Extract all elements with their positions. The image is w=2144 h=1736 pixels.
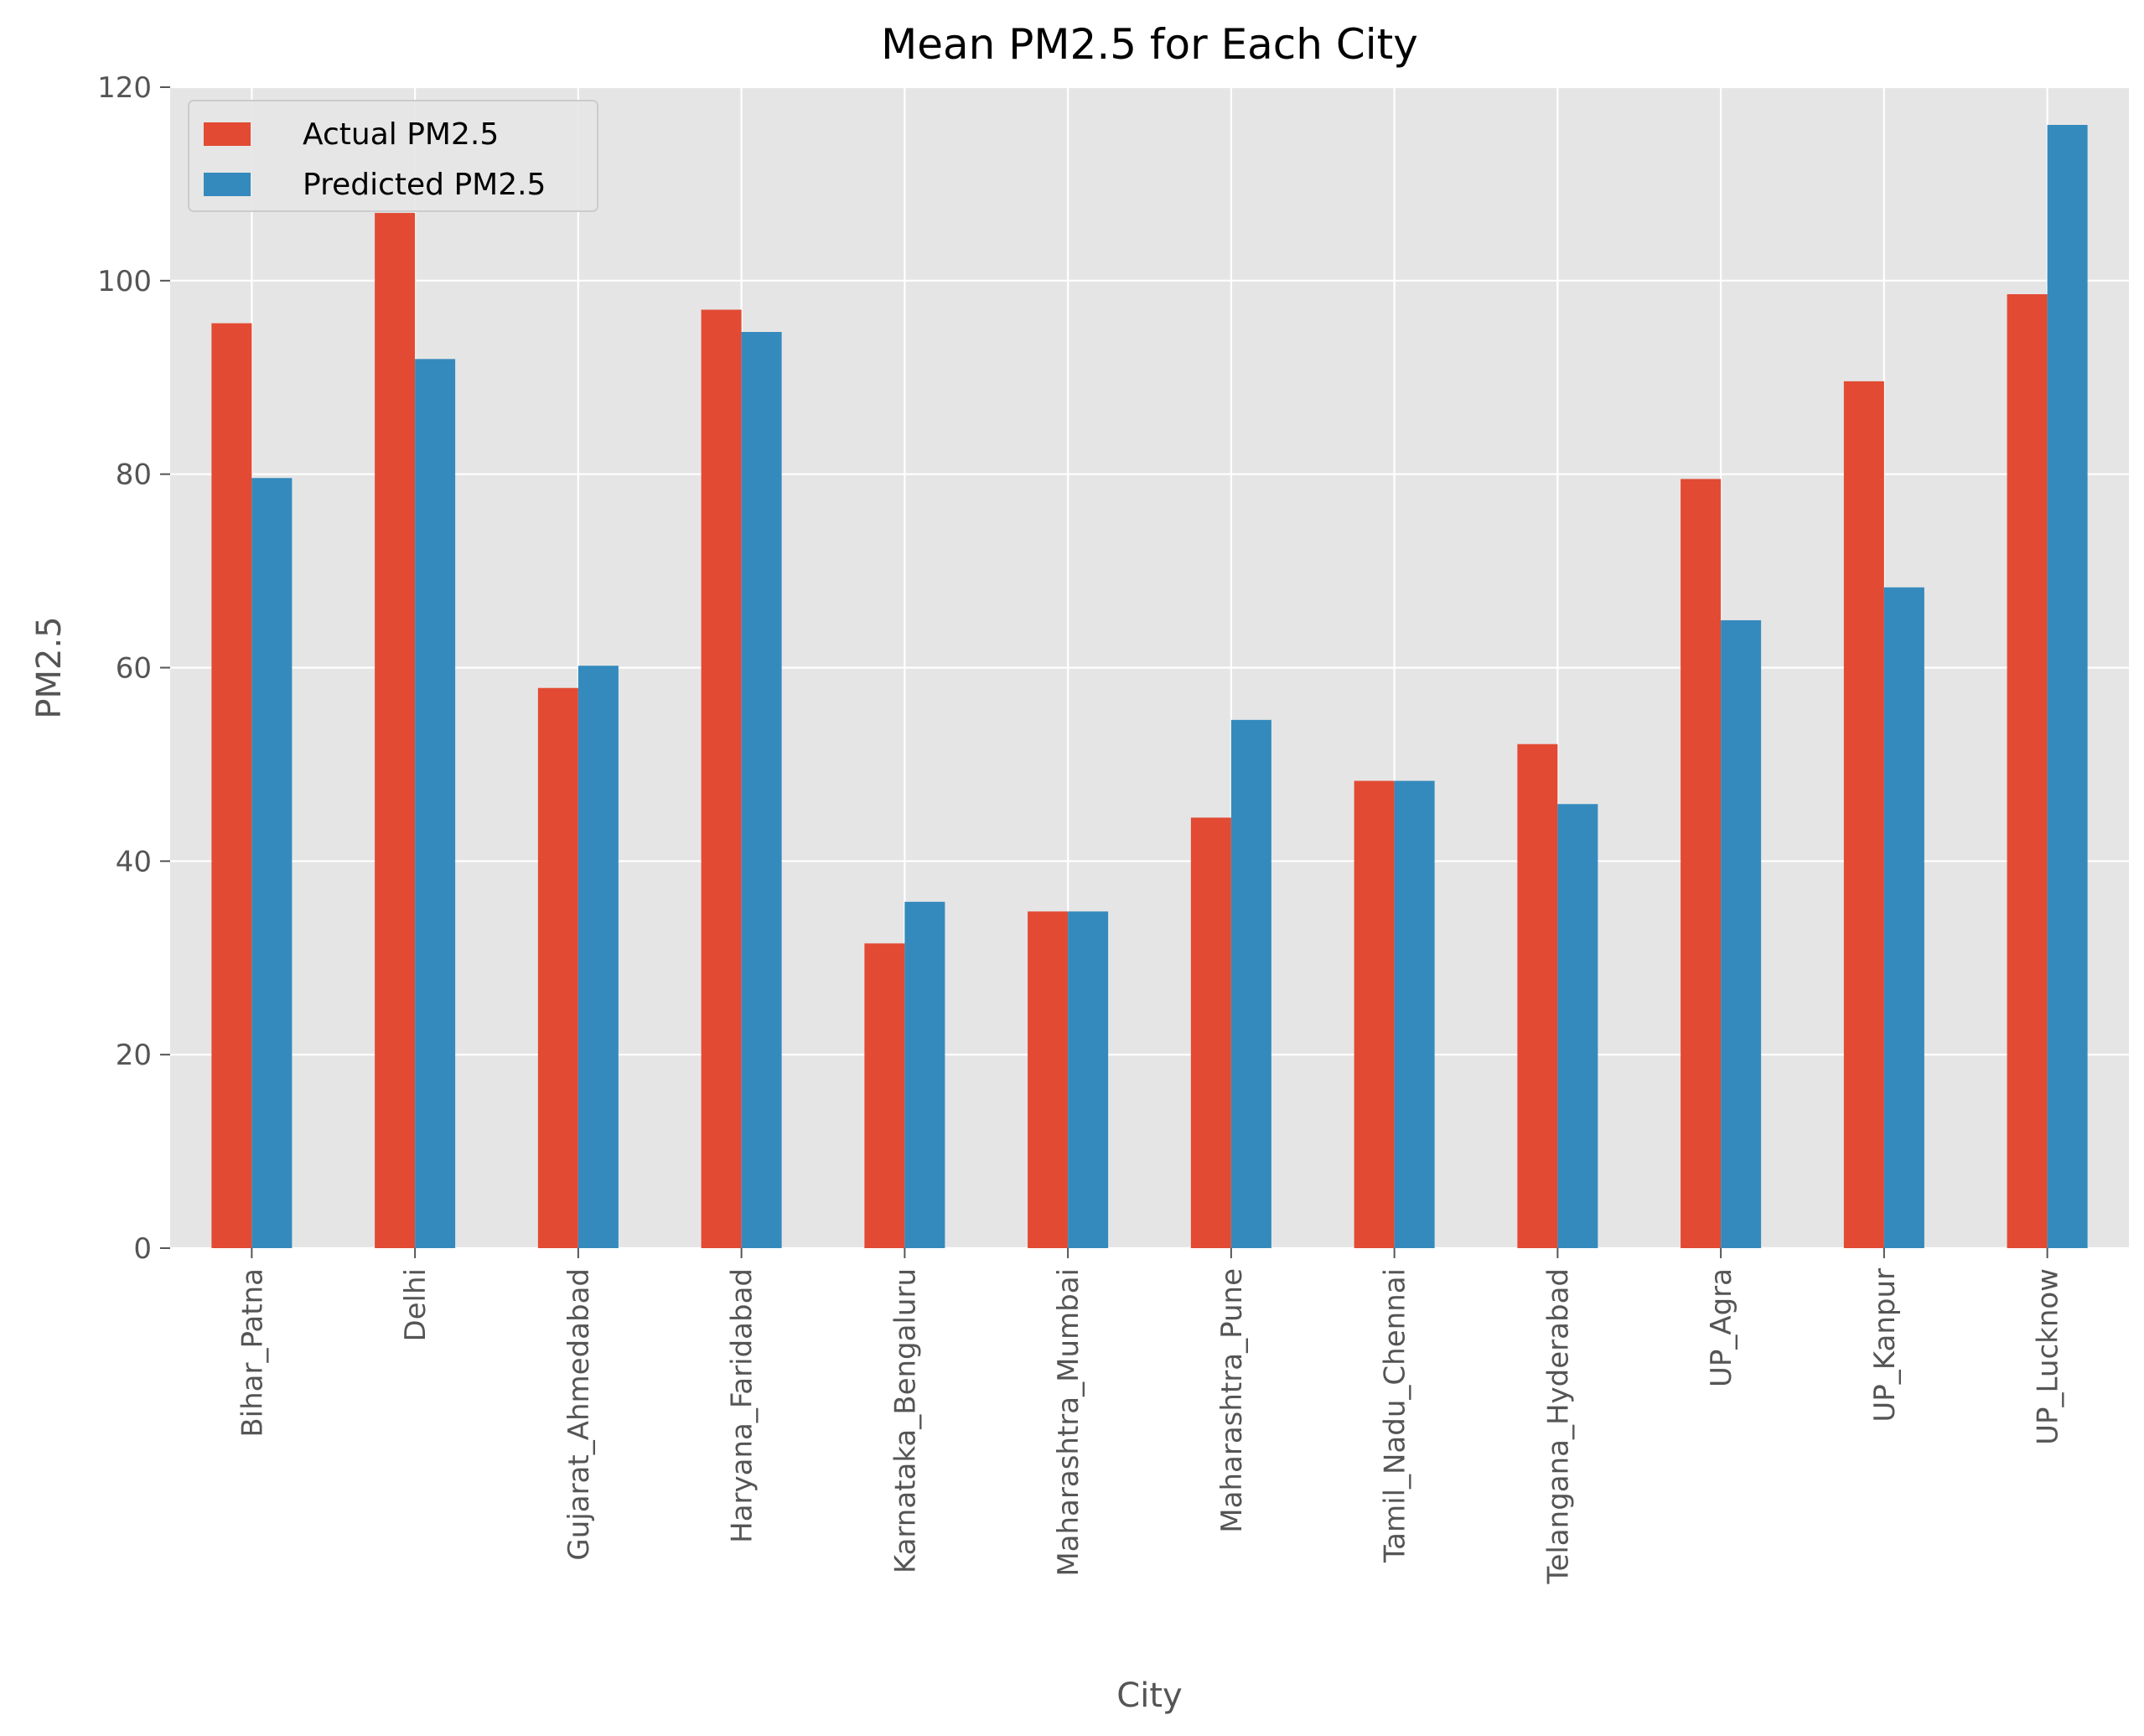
bar-predicted-gujarat-ahmedabad bbox=[577, 666, 619, 1248]
bar-predicted-maharashtra-mumbai bbox=[1068, 911, 1109, 1248]
x-axis-label: City bbox=[1116, 1676, 1182, 1715]
bar-predicted-karnataka-bengaluru bbox=[904, 901, 945, 1248]
x-tick-label: UP_Lucknow bbox=[2032, 1268, 2065, 1445]
bar-predicted-telangana-hyderabad bbox=[1557, 804, 1598, 1248]
bar-predicted-bihar-patna bbox=[251, 478, 293, 1248]
y-axis-ticks: 0 20 40 60 80 100 120 bbox=[97, 71, 170, 1266]
bar-actual-tamil-nadu-chennai bbox=[1354, 780, 1395, 1248]
y-axis-label: PM2.5 bbox=[30, 616, 69, 718]
x-tick-label: UP_Kanpur bbox=[1868, 1268, 1902, 1422]
bar-actual-up-kanpur bbox=[1843, 381, 1884, 1248]
bar-actual-telangana-hyderabad bbox=[1517, 744, 1558, 1248]
x-axis-ticks: Bihar_Patna Delhi Gujarat_Ahmedabad Haryana… bbox=[236, 1248, 2065, 1585]
legend-swatch bbox=[204, 122, 251, 146]
bar-actual-bihar-patna bbox=[211, 323, 252, 1248]
x-tick-label: Haryana_Faridabad bbox=[726, 1268, 759, 1543]
bar-predicted-up-agra bbox=[1721, 619, 1762, 1248]
legend: Actual PM2.5 Predicted PM2.5 bbox=[188, 100, 598, 212]
bar-actual-up-agra bbox=[1681, 479, 1722, 1248]
x-tick-label: UP_Agra bbox=[1705, 1268, 1738, 1387]
x-tick-label: Gujarat_Ahmedabad bbox=[562, 1268, 596, 1561]
y-tick-label: 60 bbox=[116, 652, 152, 686]
x-tick-label: Karnataka_Bengaluru bbox=[888, 1268, 922, 1573]
bar-actual-maharashtra-pune bbox=[1190, 817, 1231, 1248]
legend-box bbox=[188, 100, 598, 212]
legend-label: Predicted PM2.5 bbox=[303, 168, 546, 202]
bar-predicted-tamil-nadu-chennai bbox=[1394, 780, 1435, 1248]
bars bbox=[211, 125, 2088, 1249]
y-tick-label: 100 bbox=[97, 265, 152, 298]
bar-actual-gujarat-ahmedabad bbox=[537, 687, 578, 1248]
bar-predicted-delhi bbox=[415, 359, 456, 1249]
bar-actual-maharashtra-mumbai bbox=[1028, 911, 1069, 1248]
y-tick-label: 120 bbox=[97, 71, 152, 105]
chart-title: Mean PM2.5 for Each City bbox=[881, 20, 1418, 69]
y-tick-label: 0 bbox=[133, 1232, 152, 1266]
x-tick-label: Tamil_Nadu_Chennai bbox=[1379, 1268, 1412, 1563]
x-tick-label: Delhi bbox=[399, 1268, 432, 1342]
legend-swatch bbox=[204, 173, 251, 196]
bar-predicted-up-kanpur bbox=[1883, 587, 1924, 1248]
bar-actual-haryana-faridabad bbox=[701, 309, 742, 1248]
legend-label: Actual PM2.5 bbox=[303, 117, 499, 152]
x-tick-label: Maharashtra_Mumbai bbox=[1052, 1268, 1085, 1577]
x-tick-label: Bihar_Patna bbox=[236, 1268, 269, 1438]
bar-predicted-haryana-faridabad bbox=[741, 332, 782, 1249]
bar-actual-karnataka-bengaluru bbox=[864, 943, 905, 1248]
y-tick-label: 40 bbox=[116, 845, 152, 878]
x-tick-label: Telangana_Hyderabad bbox=[1541, 1268, 1575, 1585]
bar-predicted-up-lucknow bbox=[2047, 125, 2088, 1249]
y-tick-label: 20 bbox=[116, 1039, 152, 1072]
bar-actual-delhi bbox=[375, 213, 416, 1249]
bar-actual-up-lucknow bbox=[2007, 293, 2048, 1248]
y-tick-label: 80 bbox=[116, 459, 152, 492]
bar-predicted-maharashtra-pune bbox=[1230, 719, 1271, 1248]
x-tick-label: Maharashtra_Pune bbox=[1215, 1268, 1249, 1533]
